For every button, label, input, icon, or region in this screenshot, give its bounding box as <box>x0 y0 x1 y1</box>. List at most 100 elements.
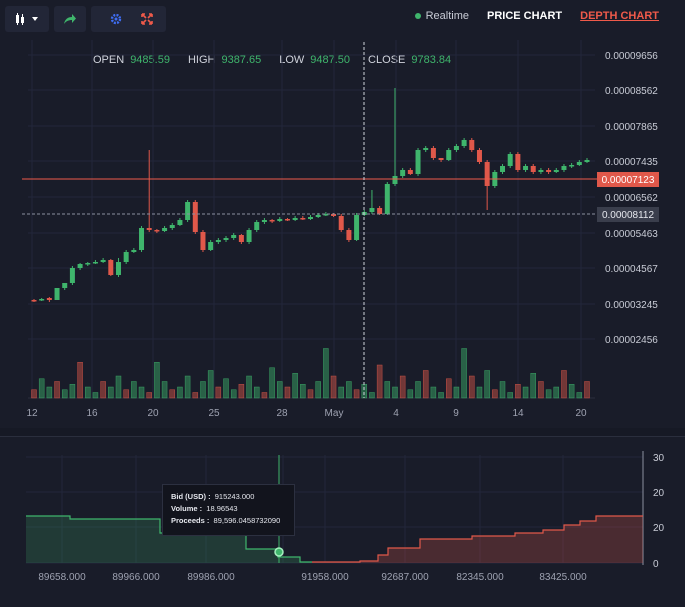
volume-bar <box>92 392 99 399</box>
bid-label: Bid (USD) : <box>171 492 211 501</box>
volume-bar <box>131 381 137 399</box>
fullscreen-icon <box>141 13 153 25</box>
tab-depth-chart[interactable]: DEPTH CHART <box>580 10 659 22</box>
x-tick-label: 83425.000 <box>539 572 587 583</box>
volume-bar <box>246 375 252 399</box>
current-price-label: 0.00007123 <box>602 175 655 186</box>
close-value: 9783.84 <box>411 54 452 66</box>
volume-bar <box>77 362 83 399</box>
volume-bar <box>315 381 321 399</box>
candle-body <box>569 165 575 167</box>
volume-bar <box>184 375 191 399</box>
volume-bar <box>284 386 291 399</box>
candle-body <box>538 170 544 172</box>
candle-body <box>500 166 506 172</box>
volume-bar <box>300 384 306 399</box>
candle-body <box>423 148 429 150</box>
candle-body <box>69 268 75 283</box>
candlestick-icon <box>16 13 38 25</box>
volume-bar <box>415 381 421 399</box>
candle-body <box>200 232 206 250</box>
chart-type-button[interactable] <box>5 6 49 32</box>
y-tick-label: 20 <box>653 488 665 499</box>
volume-bar <box>277 381 283 399</box>
candle-body <box>115 262 121 275</box>
candle-body <box>507 154 513 166</box>
volume-bar <box>223 378 229 399</box>
proceeds-value: 89,596.0458732090 <box>213 516 281 525</box>
candle-body <box>215 240 221 242</box>
open-label: OPEN <box>93 54 125 66</box>
low-value: 9487.50 <box>310 54 351 66</box>
volume-bar <box>530 373 536 399</box>
candle-body <box>284 219 290 221</box>
candlestick-chart[interactable]: 0.00009656 0.00008562 0.00007865 0.00007435… <box>0 0 685 428</box>
candle-body <box>261 220 267 222</box>
x-tick-label: 12 <box>26 408 38 419</box>
y-tick-label: 20 <box>653 523 665 534</box>
y-tick-label: 0.00003245 <box>605 300 658 311</box>
x-tick-label: 20 <box>147 408 159 419</box>
volume-bar <box>522 386 529 399</box>
candle-body <box>223 238 229 240</box>
candle-body <box>100 260 106 262</box>
chart-switcher: Realtime PRICE CHART DEPTH CHART <box>414 10 659 22</box>
candle-body <box>369 208 375 212</box>
candle-body <box>338 216 344 230</box>
y-tick-label: 0 <box>653 559 659 570</box>
volume-bar <box>361 384 368 399</box>
volume-bar <box>269 367 275 399</box>
fullscreen-button[interactable] <box>128 6 166 32</box>
candle-body <box>39 299 45 301</box>
volume-bar <box>346 381 352 399</box>
depth-chart[interactable]: 30 20 20 0 89658.000 89966.000 89986.000 91958.… <box>0 437 685 607</box>
candle-body <box>446 150 452 160</box>
volume-bar <box>207 370 214 399</box>
volume-bar <box>238 384 245 399</box>
volume-bar <box>561 370 567 399</box>
volume-bar <box>384 381 391 399</box>
candle-body <box>515 154 521 170</box>
candle-body <box>231 235 237 238</box>
candle-body <box>400 170 406 176</box>
volume-bar <box>453 386 460 399</box>
share-button[interactable] <box>54 6 86 32</box>
candle-body <box>92 262 98 264</box>
volume-bar <box>38 378 45 399</box>
candle-body <box>246 230 252 242</box>
candle-body <box>484 162 490 186</box>
candle-body <box>108 260 114 275</box>
volume-bar <box>407 389 414 399</box>
y-tick-label: 30 <box>653 453 665 464</box>
realtime-indicator[interactable]: Realtime <box>414 10 469 22</box>
candle-body <box>300 218 306 220</box>
depth-chart-panel: 30 20 20 0 89658.000 89966.000 89986.000 91958.… <box>0 436 685 607</box>
tab-price-chart[interactable]: PRICE CHART <box>486 10 563 22</box>
volume-bar <box>323 348 329 399</box>
volume-bar <box>568 384 575 399</box>
ask-line <box>312 515 643 563</box>
candle-body <box>453 146 459 150</box>
candle-body <box>384 184 390 214</box>
volume-bar <box>338 386 344 399</box>
candle-body <box>469 140 475 150</box>
y-tick-label: 0.00002456 <box>605 335 658 346</box>
gear-icon <box>110 13 122 25</box>
candle-body <box>553 170 559 172</box>
volume-bar <box>61 389 68 399</box>
volume-bar <box>108 386 114 399</box>
volume-bar <box>376 364 383 399</box>
x-tick-label: 91958.000 <box>301 572 349 583</box>
candle-body <box>584 160 590 162</box>
x-tick-label: 25 <box>208 408 220 419</box>
x-tick-label: 20 <box>575 408 587 419</box>
volume-bar <box>123 389 129 399</box>
candle-body <box>331 214 337 216</box>
candle-body <box>162 228 168 231</box>
candle-body <box>323 214 329 216</box>
depth-tooltip: Bid (USD) : 915243.000 Volume : 18.96543… <box>162 484 295 536</box>
volume-bar <box>230 389 237 399</box>
candle-body <box>238 235 244 242</box>
x-tick-label: 82345.000 <box>456 572 504 583</box>
candle-body <box>476 150 482 162</box>
